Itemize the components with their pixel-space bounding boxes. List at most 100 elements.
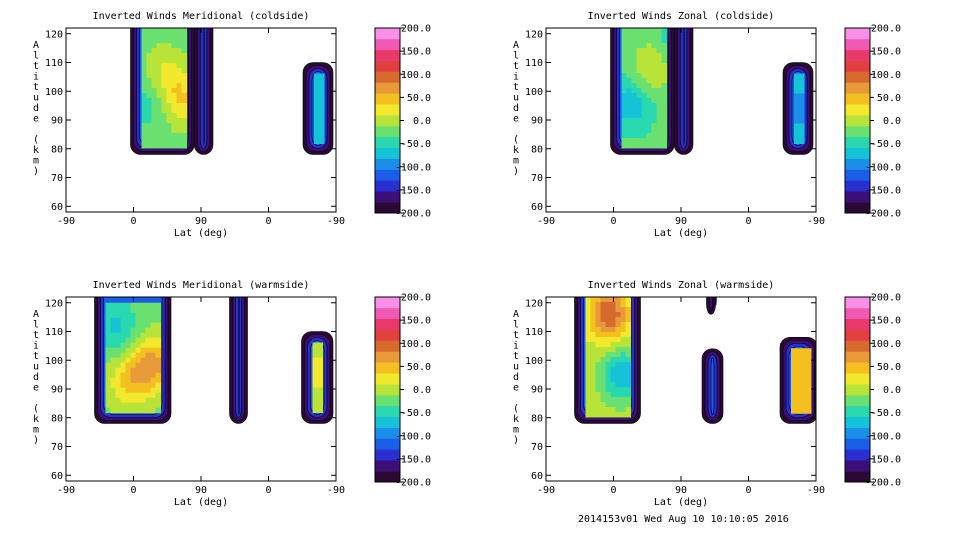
contour-cell: [171, 118, 177, 124]
y-tick-label: 60: [531, 202, 543, 213]
contour-cell: [656, 143, 662, 149]
data-region: [193, 28, 214, 155]
contour-cell: [155, 367, 161, 374]
contour-cell: [595, 367, 601, 373]
contour-cell: [801, 403, 807, 409]
contour-cell: [625, 307, 631, 313]
colorbar-swatch: [845, 49, 870, 61]
colorbar-tick-label: 150.0: [871, 47, 901, 58]
contour-cell: [176, 28, 182, 34]
contour-cell: [636, 133, 642, 139]
contour-cell: [641, 73, 647, 79]
contour-cell: [317, 377, 323, 383]
contour-cell: [620, 392, 626, 398]
colorbar-swatch: [845, 115, 870, 127]
colorbar-swatch: [845, 384, 870, 396]
contour-cell: [631, 103, 637, 109]
contour-cell: [156, 98, 162, 104]
contour-cell: [176, 38, 182, 44]
contour-cell: [120, 372, 126, 379]
contour-cell: [120, 397, 126, 404]
contour-cell: [651, 53, 657, 59]
contour-cell: [141, 143, 147, 149]
contour-cell: [641, 103, 647, 109]
colorbar-swatch: [845, 362, 870, 374]
contour-cell: [135, 317, 141, 324]
contour-cell: [166, 63, 172, 69]
contour-cell: [806, 368, 812, 374]
contour-cell: [799, 83, 805, 89]
contour-cell: [130, 317, 136, 324]
contour-cell: [120, 332, 126, 339]
contour-cell: [641, 143, 647, 149]
contour-cell: [140, 387, 146, 394]
contour-cell: [140, 337, 146, 344]
contour-cell: [181, 28, 187, 34]
contour-cell: [661, 123, 667, 129]
contour-cell: [610, 412, 616, 418]
colorbar-swatch: [375, 362, 400, 374]
contour-cell: [646, 28, 652, 34]
contour-cell: [605, 337, 611, 343]
contour-cell: [621, 123, 627, 129]
contour-cell: [130, 407, 136, 414]
contour-cell: [615, 412, 621, 418]
contour-cell: [806, 348, 812, 354]
contour-cell: [806, 403, 812, 409]
contour-cell: [600, 352, 606, 358]
contour-cell: [610, 407, 616, 413]
contour-cell: [641, 33, 647, 39]
contour-cell: [605, 362, 611, 368]
contour-cell: [314, 123, 320, 129]
contour-cell: [135, 307, 141, 314]
contour-cell: [806, 388, 812, 394]
contour-cell: [312, 347, 318, 353]
contour-cell: [646, 53, 652, 59]
contour-cell: [626, 58, 632, 64]
contour-band: [238, 297, 240, 415]
contour-cell: [161, 118, 167, 124]
contour-cell: [151, 33, 157, 39]
contour-cell: [161, 33, 167, 39]
contour-cell: [146, 143, 152, 149]
contour-cell: [317, 402, 323, 408]
contour-cell: [319, 138, 325, 144]
contour-cell: [646, 123, 652, 129]
contour-cell: [171, 48, 177, 54]
contour-cell: [161, 93, 167, 99]
contour-cell: [625, 382, 631, 388]
contour-cell: [656, 128, 662, 134]
contour-cell: [590, 397, 596, 403]
contour-cell: [615, 317, 621, 323]
contour-cell: [125, 382, 131, 389]
colorbar-swatch: [845, 191, 870, 203]
contour-cell: [312, 357, 318, 363]
contour-cell: [317, 352, 323, 358]
y-tick-label: 110: [525, 58, 543, 69]
contour-cell: [636, 113, 642, 119]
contour-cell: [166, 93, 172, 99]
contour-cell: [625, 392, 631, 398]
contour-cell: [151, 98, 157, 104]
contour-cell: [151, 103, 157, 109]
colorbar-swatch: [375, 136, 400, 149]
contour-cell: [145, 322, 151, 329]
contour-cell: [130, 352, 136, 359]
contour-cell: [641, 58, 647, 64]
contour-cell: [600, 347, 606, 353]
contour-cell: [314, 138, 320, 144]
contour-cell: [125, 377, 131, 384]
contour-cell: [646, 58, 652, 64]
contour-cell: [151, 58, 157, 64]
contour-cell: [110, 302, 116, 309]
contour-cell: [626, 48, 632, 54]
data-region: [782, 62, 814, 155]
colorbar-swatch: [845, 169, 870, 181]
contour-cell: [615, 297, 621, 303]
contour-cell: [150, 372, 156, 379]
contour-cell: [181, 93, 187, 99]
contour-cell: [120, 352, 126, 359]
contour-cell: [105, 317, 111, 324]
contour-cell: [156, 38, 162, 44]
colorbar-tick-label: -200.0: [395, 209, 431, 220]
